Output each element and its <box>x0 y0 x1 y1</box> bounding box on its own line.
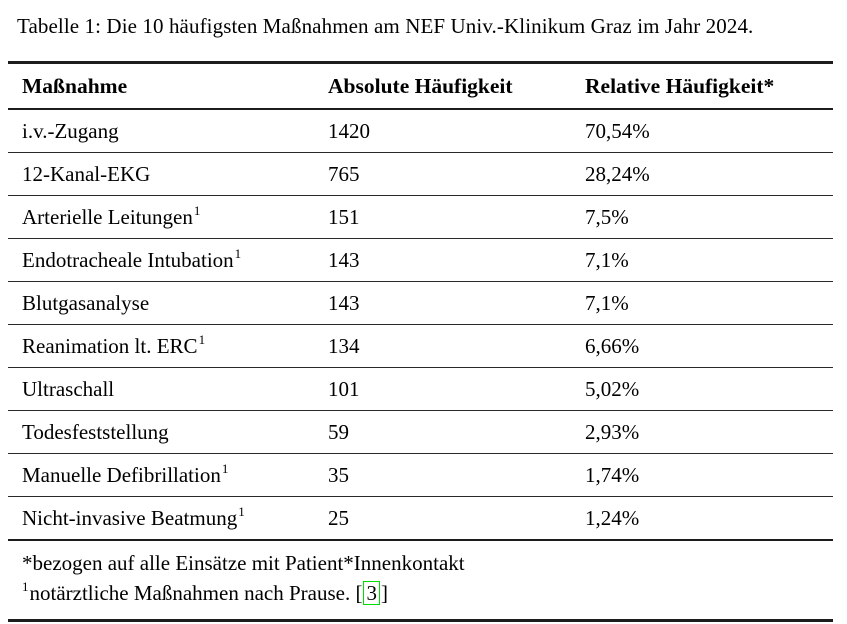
massnahme-cell: Endotracheale Intubation1 <box>8 238 328 282</box>
table-caption: Tabelle 1: Die 10 häufigsten Maßnahmen a… <box>17 14 754 38</box>
massnahme-cell: Nicht-invasive Beatmung1 <box>8 496 328 541</box>
table-row: Endotracheale Intubation1 143 7,1% <box>8 238 833 282</box>
table-row: 12-Kanal-EKG 765 28,24% <box>8 152 833 196</box>
relative-value-cell: 1,74% <box>585 453 833 497</box>
massnahme-label: 12-Kanal-EKG <box>22 161 151 186</box>
footnote-one-marker: 1 <box>22 579 29 594</box>
absolute-value-cell: 134 <box>328 324 585 368</box>
table-row: Manuelle Defibrillation1 35 1,74% <box>8 453 833 497</box>
absolute-value-cell: 1420 <box>328 109 585 153</box>
massnahme-label: Arterielle Leitungen <box>22 204 193 229</box>
table-row: Ultraschall 101 5,02% <box>8 367 833 411</box>
massnahme-cell: Ultraschall <box>8 367 328 411</box>
relative-value-cell: 6,66% <box>585 324 833 368</box>
absolute-value-cell: 143 <box>328 281 585 325</box>
table-header: Maßnahme Absolute Häufigkeit Relative Hä… <box>8 62 833 110</box>
absolute-value-cell: 143 <box>328 238 585 282</box>
header-row: Maßnahme Absolute Häufigkeit Relative Hä… <box>8 62 833 110</box>
relative-value-cell: 5,02% <box>585 367 833 411</box>
table-row: Nicht-invasive Beatmung1 25 1,24% <box>8 496 833 541</box>
absolute-value-cell: 765 <box>328 152 585 196</box>
relative-value-cell: 28,24% <box>585 152 833 196</box>
table-row: i.v.-Zugang 1420 70,54% <box>8 109 833 153</box>
citation-bracket-close: ] <box>380 581 388 605</box>
massnahme-label: Todesfeststellung <box>22 419 169 444</box>
footnote-marker: 1 <box>238 503 245 519</box>
massnahme-label: Ultraschall <box>22 376 115 401</box>
relative-value-cell: 70,54% <box>585 109 833 153</box>
massnahme-label: Blutgasanalyse <box>22 290 150 315</box>
massnahme-cell: 12-Kanal-EKG <box>8 152 328 196</box>
absolute-value-cell: 101 <box>328 367 585 411</box>
table-body: i.v.-Zugang 1420 70,54% 12-Kanal-EKG 765… <box>8 109 833 541</box>
footnote-one: 1notärztliche Maßnahmen nach Prause. [3] <box>22 578 833 608</box>
table-footnotes: *bezogen auf alle Einsätze mit Patient*I… <box>8 541 833 622</box>
table-row: Blutgasanalyse 143 7,1% <box>8 281 833 325</box>
massnahme-cell: i.v.-Zugang <box>8 109 328 153</box>
table-row: Todesfeststellung 59 2,93% <box>8 410 833 454</box>
relative-value-cell: 7,1% <box>585 281 833 325</box>
relative-value-cell: 7,1% <box>585 238 833 282</box>
massnahme-label: Endotracheale Intubation <box>22 247 234 272</box>
frequency-table: Maßnahme Absolute Häufigkeit Relative Hä… <box>8 61 833 541</box>
footnote-marker: 1 <box>234 245 242 261</box>
absolute-value-cell: 59 <box>328 410 585 454</box>
relative-value-cell: 7,5% <box>585 195 833 239</box>
relative-value-cell: 1,24% <box>585 496 833 541</box>
citation-link-3[interactable]: 3 <box>363 581 380 605</box>
absolute-value-cell: 25 <box>328 496 585 541</box>
col-header-absolute-haeufigkeit: Absolute Häufigkeit <box>328 62 585 110</box>
table-row: Arterielle Leitungen1 151 7,5% <box>8 195 833 239</box>
massnahme-label: Manuelle Defibrillation <box>22 462 221 487</box>
massnahme-cell: Todesfeststellung <box>8 410 328 454</box>
table-row: Reanimation lt. ERC1 134 6,66% <box>8 324 833 368</box>
massnahme-cell: Blutgasanalyse <box>8 281 328 325</box>
massnahme-label: Nicht-invasive Beatmung <box>22 505 238 530</box>
relative-value-cell: 2,93% <box>585 410 833 454</box>
absolute-value-cell: 151 <box>328 195 585 239</box>
col-header-relative-haeufigkeit: Relative Häufigkeit* <box>585 62 833 110</box>
footnote-one-text: notärztliche Maßnahmen nach Prause. <box>29 581 356 605</box>
massnahme-cell: Manuelle Defibrillation1 <box>8 453 328 497</box>
footnote-marker: 1 <box>198 331 206 347</box>
footnote-marker: 1 <box>221 460 229 476</box>
massnahme-label: Reanimation lt. ERC <box>22 333 198 358</box>
massnahme-cell: Arterielle Leitungen1 <box>8 195 328 239</box>
citation-bracket-open: [ <box>355 581 363 605</box>
footnote-marker: 1 <box>193 202 201 218</box>
absolute-value-cell: 35 <box>328 453 585 497</box>
footnote-asterisk: *bezogen auf alle Einsätze mit Patient*I… <box>22 551 465 575</box>
col-header-massnahme: Maßnahme <box>8 62 328 110</box>
massnahme-cell: Reanimation lt. ERC1 <box>8 324 328 368</box>
massnahme-label: i.v.-Zugang <box>22 118 119 143</box>
